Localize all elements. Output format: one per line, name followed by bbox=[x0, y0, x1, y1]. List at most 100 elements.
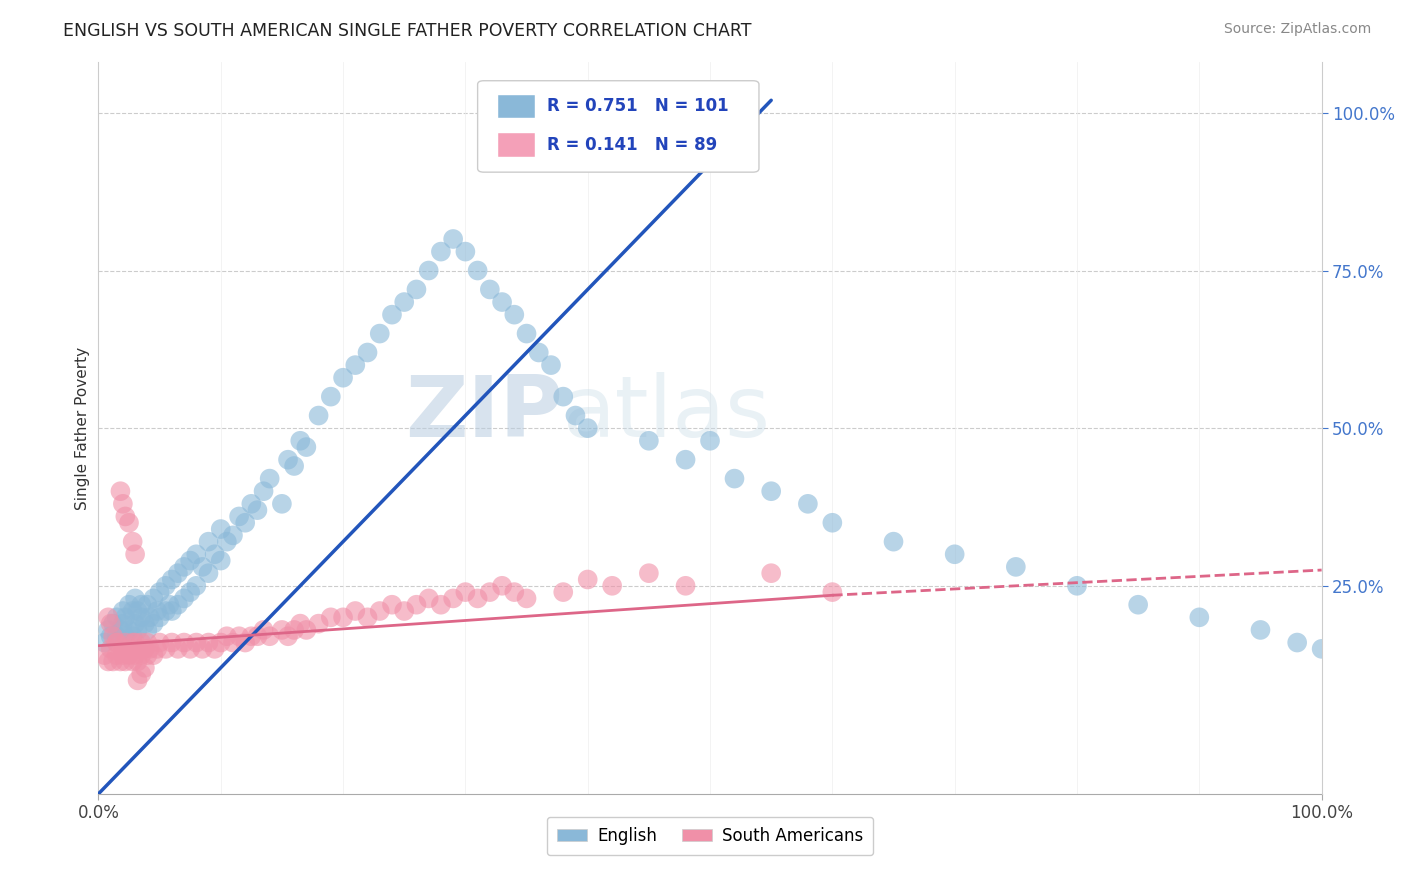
Text: R = 0.141   N = 89: R = 0.141 N = 89 bbox=[547, 136, 717, 154]
Point bbox=[167, 641, 190, 656]
Point bbox=[124, 635, 146, 649]
Point bbox=[1128, 598, 1150, 612]
Point bbox=[246, 629, 269, 643]
Point bbox=[101, 616, 124, 631]
Point bbox=[118, 598, 141, 612]
Point bbox=[222, 528, 245, 542]
Point bbox=[136, 648, 159, 662]
Point bbox=[149, 585, 172, 599]
Point bbox=[204, 641, 226, 656]
Point bbox=[295, 623, 318, 637]
Point bbox=[308, 409, 330, 423]
Point bbox=[553, 390, 575, 404]
Point bbox=[259, 472, 281, 486]
Point bbox=[101, 629, 124, 643]
Point bbox=[111, 616, 134, 631]
Point bbox=[97, 623, 120, 637]
Point bbox=[100, 616, 122, 631]
Point bbox=[368, 604, 391, 618]
Point bbox=[270, 497, 294, 511]
Point bbox=[100, 641, 122, 656]
Point bbox=[308, 616, 330, 631]
Point bbox=[105, 648, 128, 662]
Point bbox=[723, 472, 745, 486]
Point bbox=[157, 598, 180, 612]
Point bbox=[576, 573, 599, 587]
Point bbox=[553, 585, 575, 599]
Point bbox=[191, 560, 214, 574]
Point bbox=[204, 547, 226, 561]
Point bbox=[149, 635, 172, 649]
Text: atlas: atlas bbox=[564, 372, 772, 455]
Point bbox=[441, 591, 464, 606]
Point bbox=[295, 440, 318, 454]
Point bbox=[491, 579, 513, 593]
Point bbox=[167, 598, 190, 612]
Point bbox=[503, 308, 526, 322]
Legend: English, South Americans: English, South Americans bbox=[547, 817, 873, 855]
Point bbox=[290, 616, 312, 631]
Point bbox=[405, 598, 427, 612]
Point bbox=[821, 516, 844, 530]
Point bbox=[246, 503, 269, 517]
Point bbox=[1286, 635, 1309, 649]
Point bbox=[118, 641, 141, 656]
Point bbox=[418, 591, 440, 606]
Point bbox=[155, 641, 177, 656]
Point bbox=[93, 635, 115, 649]
Point bbox=[467, 591, 489, 606]
Point bbox=[564, 409, 586, 423]
Point bbox=[283, 458, 305, 473]
Point bbox=[228, 509, 250, 524]
Point bbox=[93, 648, 115, 662]
Point bbox=[186, 547, 208, 561]
Point bbox=[155, 604, 177, 618]
Point bbox=[105, 635, 128, 649]
Point bbox=[173, 560, 195, 574]
Point bbox=[110, 623, 132, 637]
Point bbox=[392, 604, 416, 618]
Point bbox=[136, 598, 159, 612]
Point bbox=[478, 282, 501, 296]
Point bbox=[191, 641, 214, 656]
Point bbox=[124, 616, 146, 631]
Point bbox=[197, 534, 219, 549]
Point bbox=[240, 629, 263, 643]
Point bbox=[197, 566, 219, 581]
Point bbox=[114, 610, 136, 624]
Point bbox=[209, 635, 232, 649]
Point bbox=[821, 585, 844, 599]
Point bbox=[1249, 623, 1271, 637]
Point bbox=[344, 604, 367, 618]
Point bbox=[209, 553, 232, 567]
Point bbox=[127, 604, 149, 618]
Point bbox=[127, 641, 149, 656]
Point bbox=[139, 641, 162, 656]
Point bbox=[515, 326, 537, 341]
Text: ZIP: ZIP bbox=[405, 372, 564, 455]
Point bbox=[319, 610, 342, 624]
Point bbox=[418, 263, 440, 277]
Point bbox=[124, 547, 146, 561]
Point bbox=[173, 635, 195, 649]
Point bbox=[381, 598, 404, 612]
Point bbox=[136, 623, 159, 637]
Point bbox=[761, 484, 783, 499]
Point bbox=[134, 661, 156, 675]
Point bbox=[1188, 610, 1211, 624]
Point bbox=[114, 509, 136, 524]
Point bbox=[405, 282, 427, 296]
Point bbox=[124, 591, 146, 606]
Point bbox=[121, 629, 143, 643]
Point bbox=[118, 516, 141, 530]
Point bbox=[240, 497, 263, 511]
Point bbox=[277, 629, 299, 643]
Point bbox=[101, 655, 124, 669]
Point bbox=[430, 598, 453, 612]
Point bbox=[160, 604, 183, 618]
Text: R = 0.751   N = 101: R = 0.751 N = 101 bbox=[547, 97, 728, 115]
Point bbox=[160, 635, 183, 649]
Point bbox=[699, 434, 721, 448]
Point bbox=[111, 648, 134, 662]
Point bbox=[540, 358, 562, 372]
